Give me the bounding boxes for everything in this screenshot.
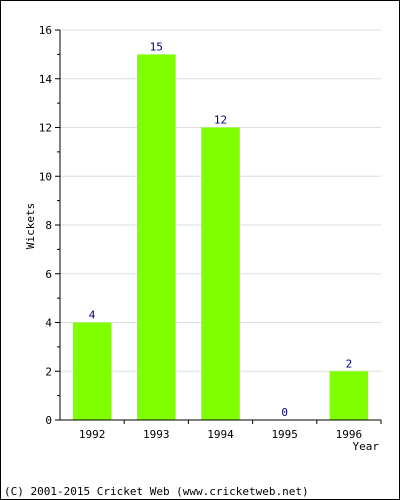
data-label: 15 (150, 40, 163, 53)
bar (72, 322, 112, 420)
y-tick-label: 8 (45, 219, 52, 232)
x-tick-label: 1993 (143, 428, 170, 441)
x-axis-title: Year (353, 440, 380, 453)
y-tick-label: 16 (39, 24, 52, 37)
bars (72, 54, 369, 420)
y-tick-label: 4 (45, 317, 52, 330)
y-axis-title: Wickets (24, 203, 37, 249)
bar (137, 54, 176, 420)
y-tick-label: 6 (45, 268, 52, 281)
data-label: 0 (281, 406, 288, 419)
y-tick-label: 2 (45, 365, 52, 378)
axes (55, 29, 382, 424)
data-label: 4 (89, 309, 96, 322)
y-tick-label: 14 (39, 73, 53, 86)
x-tick-label: 1992 (79, 428, 106, 441)
y-tick-label: 10 (39, 170, 52, 183)
data-label: 2 (346, 357, 353, 370)
x-tick-label: 1996 (336, 428, 363, 441)
copyright-text: (C) 2001-2015 Cricket Web (www.cricketwe… (4, 485, 309, 498)
bar (329, 371, 369, 420)
bar (201, 127, 240, 420)
y-tick-label: 0 (45, 414, 52, 427)
data-label: 12 (214, 114, 227, 127)
x-tick-label: 1994 (207, 428, 234, 441)
x-tick-label: 1995 (271, 428, 298, 441)
y-tick-label: 12 (39, 122, 52, 135)
labels: 0 2 4 6 8 10 12 14 16 4 1992 15 1993 12 1994 0 1995 2 1996 (39, 24, 362, 441)
